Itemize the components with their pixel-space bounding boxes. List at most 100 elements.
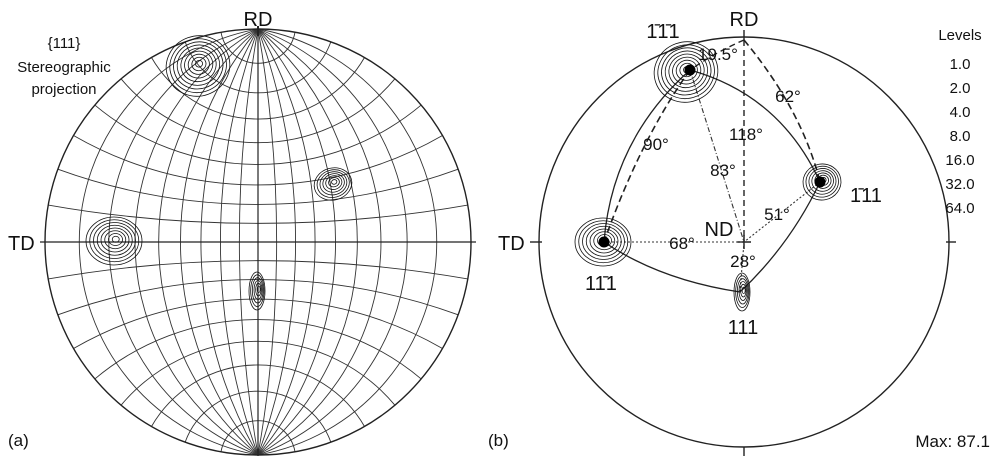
angle-28: 28° xyxy=(730,252,756,271)
contour-line xyxy=(169,38,227,93)
angle-51: 51° xyxy=(764,205,790,224)
angle-68: 68° xyxy=(669,234,695,253)
contour-line xyxy=(593,231,616,251)
panel-a-tag: (a) xyxy=(8,431,29,450)
angle-118: 118° xyxy=(729,125,763,144)
contour-line xyxy=(733,272,751,312)
projection-title-line2: Stereographic xyxy=(17,59,111,76)
panel-a: RD TD {111} Stereographic projection (a) xyxy=(8,9,476,456)
contour-line xyxy=(664,50,708,92)
contour-line xyxy=(736,278,749,305)
contour-line xyxy=(322,173,345,193)
arc-1b1b1-to-1b11 xyxy=(689,69,821,183)
contour-cluster-11b1 xyxy=(574,217,632,267)
contour-line xyxy=(248,271,266,311)
rd-label-a: RD xyxy=(244,9,273,31)
angle-19-5: 19.5° xyxy=(698,45,738,64)
dashed-1b1b1-to-11b1 xyxy=(603,69,691,243)
contour-line xyxy=(89,219,140,263)
contour-line xyxy=(653,41,719,103)
contour-line xyxy=(316,169,350,198)
contour-line xyxy=(251,277,264,304)
contour-line xyxy=(811,170,834,192)
contour-line xyxy=(589,228,619,254)
contour-line xyxy=(176,44,220,86)
projection-title-line3: projection xyxy=(31,81,96,98)
level-value: 64.0 xyxy=(945,200,974,217)
contour-line xyxy=(100,227,130,253)
contour-line xyxy=(805,165,839,198)
levels-legend: Levels 1.0 2.0 4.0 8.0 16.0 32.0 64.0 xyxy=(938,27,981,217)
pole-dot-1b1b1 xyxy=(684,64,696,76)
contour-line xyxy=(255,282,262,297)
level-value: 2.0 xyxy=(950,80,971,97)
contour-line xyxy=(173,41,224,90)
pole-dot-11b1 xyxy=(598,236,610,248)
contour-line xyxy=(802,163,842,201)
contour-line xyxy=(184,50,214,79)
contour-line xyxy=(111,235,120,243)
contour-line xyxy=(735,275,750,308)
contour-line xyxy=(195,59,203,68)
level-value: 8.0 xyxy=(950,128,971,145)
panel-b: RD TD ND 1̄1̄1 1̄11 11̄1 111 19.5° 62° 9… xyxy=(488,9,990,456)
contour-line xyxy=(108,233,123,246)
contour-line xyxy=(191,56,207,72)
levels-title: Levels xyxy=(938,27,981,44)
pole-dot-1b11 xyxy=(814,176,826,188)
rd-label-b: RD xyxy=(730,9,759,31)
contour-cluster-right xyxy=(313,167,353,201)
contour-line xyxy=(672,56,702,85)
contour-line xyxy=(313,167,353,201)
contour-line xyxy=(661,47,712,96)
contour-line xyxy=(187,53,210,75)
arc-1b11-to-111 xyxy=(739,181,821,293)
td-label-a: TD xyxy=(8,233,35,255)
pole-label-111: 111 xyxy=(728,317,758,339)
contour-line xyxy=(96,224,133,256)
contour-line xyxy=(808,168,837,195)
projection-title-line1: {111} xyxy=(48,35,81,52)
level-value: 4.0 xyxy=(950,104,971,121)
contour-line xyxy=(93,222,136,259)
panel-b-tag: (b) xyxy=(488,431,509,450)
arc-1b1b1-to-11b1 xyxy=(603,69,691,243)
contour-line xyxy=(325,175,343,190)
contour-line xyxy=(740,283,747,298)
contour-line xyxy=(738,281,748,301)
contour-cluster-bottom xyxy=(248,271,266,311)
contour-line xyxy=(85,216,143,266)
nd-label: ND xyxy=(705,219,734,241)
pole-label-1b1b1: 1̄1̄1 xyxy=(646,21,679,43)
level-value: 1.0 xyxy=(950,56,971,73)
contour-line xyxy=(253,280,263,300)
contour-line xyxy=(668,53,705,89)
contour-cluster-top xyxy=(165,35,231,97)
td-label-b: TD xyxy=(498,233,525,255)
level-value: 32.0 xyxy=(945,176,974,193)
contours-a xyxy=(85,35,353,311)
max-label: Max: 87.1 xyxy=(915,432,990,451)
contour-line xyxy=(319,171,348,196)
contour-line xyxy=(657,44,715,99)
contour-line xyxy=(250,274,265,307)
contour-line xyxy=(574,217,632,267)
contour-line xyxy=(328,177,340,188)
contour-line xyxy=(578,220,629,264)
pole-label-1b11: 1̄11 xyxy=(850,185,882,207)
dashed-rd-to-1b1b1 xyxy=(689,39,745,71)
contour-line xyxy=(585,225,622,257)
contour-line xyxy=(165,35,231,97)
angle-90: 90° xyxy=(643,135,669,154)
contours-b xyxy=(574,41,842,312)
angle-83: 83° xyxy=(710,161,736,180)
contour-line xyxy=(741,286,746,294)
contour-line xyxy=(675,59,698,81)
level-value: 16.0 xyxy=(945,152,974,169)
contour-line xyxy=(104,230,127,250)
contour-line xyxy=(256,285,261,293)
pole-label-11b1: 11̄1 xyxy=(585,273,617,295)
contour-line xyxy=(180,47,217,83)
contour-line xyxy=(582,223,625,260)
